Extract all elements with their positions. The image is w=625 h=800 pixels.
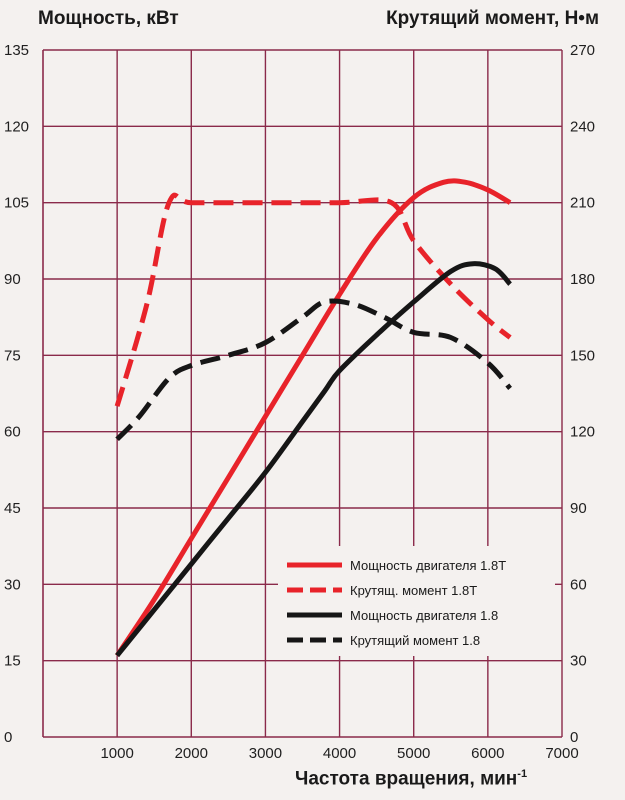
y-tick-label-left: 90	[4, 271, 21, 288]
series-line-3	[115, 261, 512, 658]
legend-label-3: Мощность двигателя 1.8	[350, 608, 498, 623]
y-tick-label-right: 180	[570, 271, 595, 288]
series-line-2	[114, 192, 512, 407]
series-line-1	[115, 178, 512, 657]
x-tick-label: 4000	[323, 745, 356, 762]
x-axis-title: Частота вращения, мин-1	[295, 768, 527, 790]
x-tick-label: 6000	[471, 745, 504, 762]
y-tick-label-right: 30	[570, 653, 587, 670]
x-axis-title-superscript: -1	[517, 768, 528, 780]
legend-label-1: Мощность двигателя 1.8T	[350, 558, 506, 573]
x-axis-title-text: Частота вращения, мин	[295, 768, 518, 790]
y-tick-label-left: 75	[4, 347, 21, 364]
legend-label-2: Крутящ. момент 1.8T	[350, 583, 477, 598]
y-tick-label-right: 120	[570, 424, 595, 441]
series-lines	[114, 178, 513, 658]
y-tick-label-left: 0	[4, 729, 12, 746]
y-tick-label-left: 135	[4, 42, 29, 59]
x-tick-label: 3000	[249, 745, 282, 762]
x-axis: 1000 2000 3000 4000 5000 6000 7000	[100, 745, 578, 762]
x-tick-label: 7000	[545, 745, 578, 762]
y-tick-label-right: 240	[570, 118, 595, 135]
series-line-4	[115, 298, 513, 442]
y-tick-label-right: 60	[570, 576, 587, 593]
y-tick-label-right: 150	[570, 347, 595, 364]
y-tick-label-right: 270	[570, 42, 595, 59]
y-tick-label-right: 0	[570, 729, 578, 746]
y-tick-label-right: 210	[570, 195, 595, 212]
y-tick-label-left: 105	[4, 195, 29, 212]
legend-label-4: Крутящий момент 1.8	[350, 633, 480, 648]
right-axis-title: Крутящий момент, Н•м	[386, 8, 599, 29]
legend: Мощность двигателя 1.8T Крутящ. момент 1.…	[278, 546, 555, 656]
y-tick-label-left: 45	[4, 500, 21, 517]
x-tick-label: 1000	[100, 745, 133, 762]
y-tick-label-left: 15	[4, 653, 21, 670]
y-axis-left: 0 15 30 45 60 75 90 105 120 135	[4, 42, 29, 746]
y-tick-label-left: 120	[4, 118, 29, 135]
y-tick-label-right: 90	[570, 500, 587, 517]
x-tick-label: 5000	[397, 745, 430, 762]
x-tick-label: 2000	[175, 745, 208, 762]
y-tick-label-left: 60	[4, 424, 21, 441]
y-axis-right: 0 30 60 90 120 150 180 210 240 270	[570, 42, 595, 746]
y-tick-label-left: 30	[4, 576, 21, 593]
left-axis-title: Мощность, кВт	[38, 8, 179, 29]
